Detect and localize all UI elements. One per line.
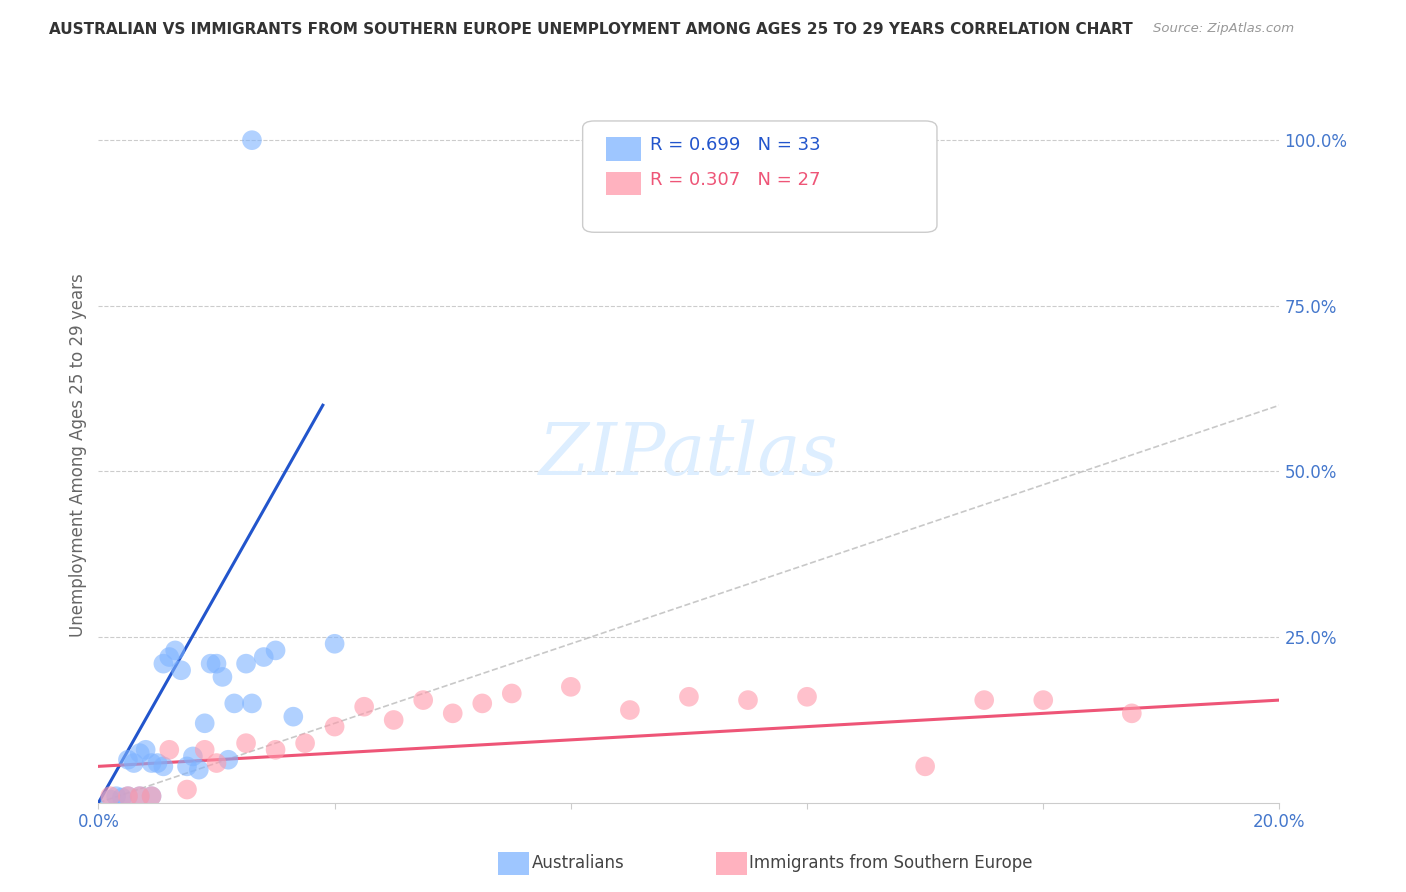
Point <box>152 759 174 773</box>
Point <box>128 789 150 804</box>
Point <box>141 756 163 770</box>
Point <box>181 749 204 764</box>
Point <box>176 759 198 773</box>
Text: R = 0.307   N = 27: R = 0.307 N = 27 <box>650 171 821 189</box>
Point <box>240 133 263 147</box>
Point <box>205 756 228 770</box>
Point <box>323 720 346 734</box>
Y-axis label: Unemployment Among Ages 25 to 29 years: Unemployment Among Ages 25 to 29 years <box>69 273 87 637</box>
Point <box>914 759 936 773</box>
Point <box>187 763 209 777</box>
Text: AUSTRALIAN VS IMMIGRANTS FROM SOUTHERN EUROPE UNEMPLOYMENT AMONG AGES 25 TO 29 Y: AUSTRALIAN VS IMMIGRANTS FROM SOUTHERN E… <box>49 22 1133 37</box>
Text: ZIPatlas: ZIPatlas <box>538 419 839 491</box>
Point <box>200 657 222 671</box>
Point <box>235 736 257 750</box>
Point <box>1121 706 1143 721</box>
Point <box>560 680 582 694</box>
Point <box>117 753 139 767</box>
Point <box>441 706 464 721</box>
Point <box>194 743 217 757</box>
Text: R = 0.699   N = 33: R = 0.699 N = 33 <box>650 136 821 154</box>
Point <box>224 697 246 711</box>
Point <box>194 716 217 731</box>
Point <box>146 756 169 770</box>
FancyBboxPatch shape <box>606 172 641 195</box>
Point <box>141 789 163 804</box>
Point <box>170 663 193 677</box>
Point <box>619 703 641 717</box>
Point <box>141 789 163 804</box>
Point <box>973 693 995 707</box>
Point <box>235 657 257 671</box>
Point <box>157 743 180 757</box>
Point <box>240 697 263 711</box>
Point <box>264 643 287 657</box>
Point <box>165 643 187 657</box>
Point <box>501 686 523 700</box>
Point <box>283 709 305 723</box>
Point <box>117 789 139 804</box>
Point <box>98 789 121 804</box>
FancyBboxPatch shape <box>582 121 936 232</box>
Point <box>323 637 346 651</box>
Point <box>205 657 228 671</box>
Point <box>412 693 434 707</box>
Point <box>353 699 375 714</box>
Point <box>253 650 276 665</box>
Point <box>135 743 157 757</box>
Point <box>471 697 494 711</box>
Text: Immigrants from Southern Europe: Immigrants from Southern Europe <box>749 855 1033 872</box>
Point <box>152 657 174 671</box>
Point <box>264 743 287 757</box>
Point <box>294 736 316 750</box>
Point <box>678 690 700 704</box>
Point <box>382 713 405 727</box>
Point <box>122 756 145 770</box>
FancyBboxPatch shape <box>606 137 641 161</box>
Point <box>111 790 134 805</box>
Point <box>117 789 139 804</box>
Point <box>211 670 233 684</box>
Text: Australians: Australians <box>531 855 624 872</box>
Point <box>105 789 128 804</box>
Point <box>128 789 150 804</box>
Point <box>128 746 150 760</box>
Point <box>1032 693 1054 707</box>
Point <box>737 693 759 707</box>
Text: Source: ZipAtlas.com: Source: ZipAtlas.com <box>1153 22 1294 36</box>
Point <box>157 650 180 665</box>
Point <box>98 792 121 806</box>
Point <box>176 782 198 797</box>
Point <box>217 753 239 767</box>
Point <box>796 690 818 704</box>
